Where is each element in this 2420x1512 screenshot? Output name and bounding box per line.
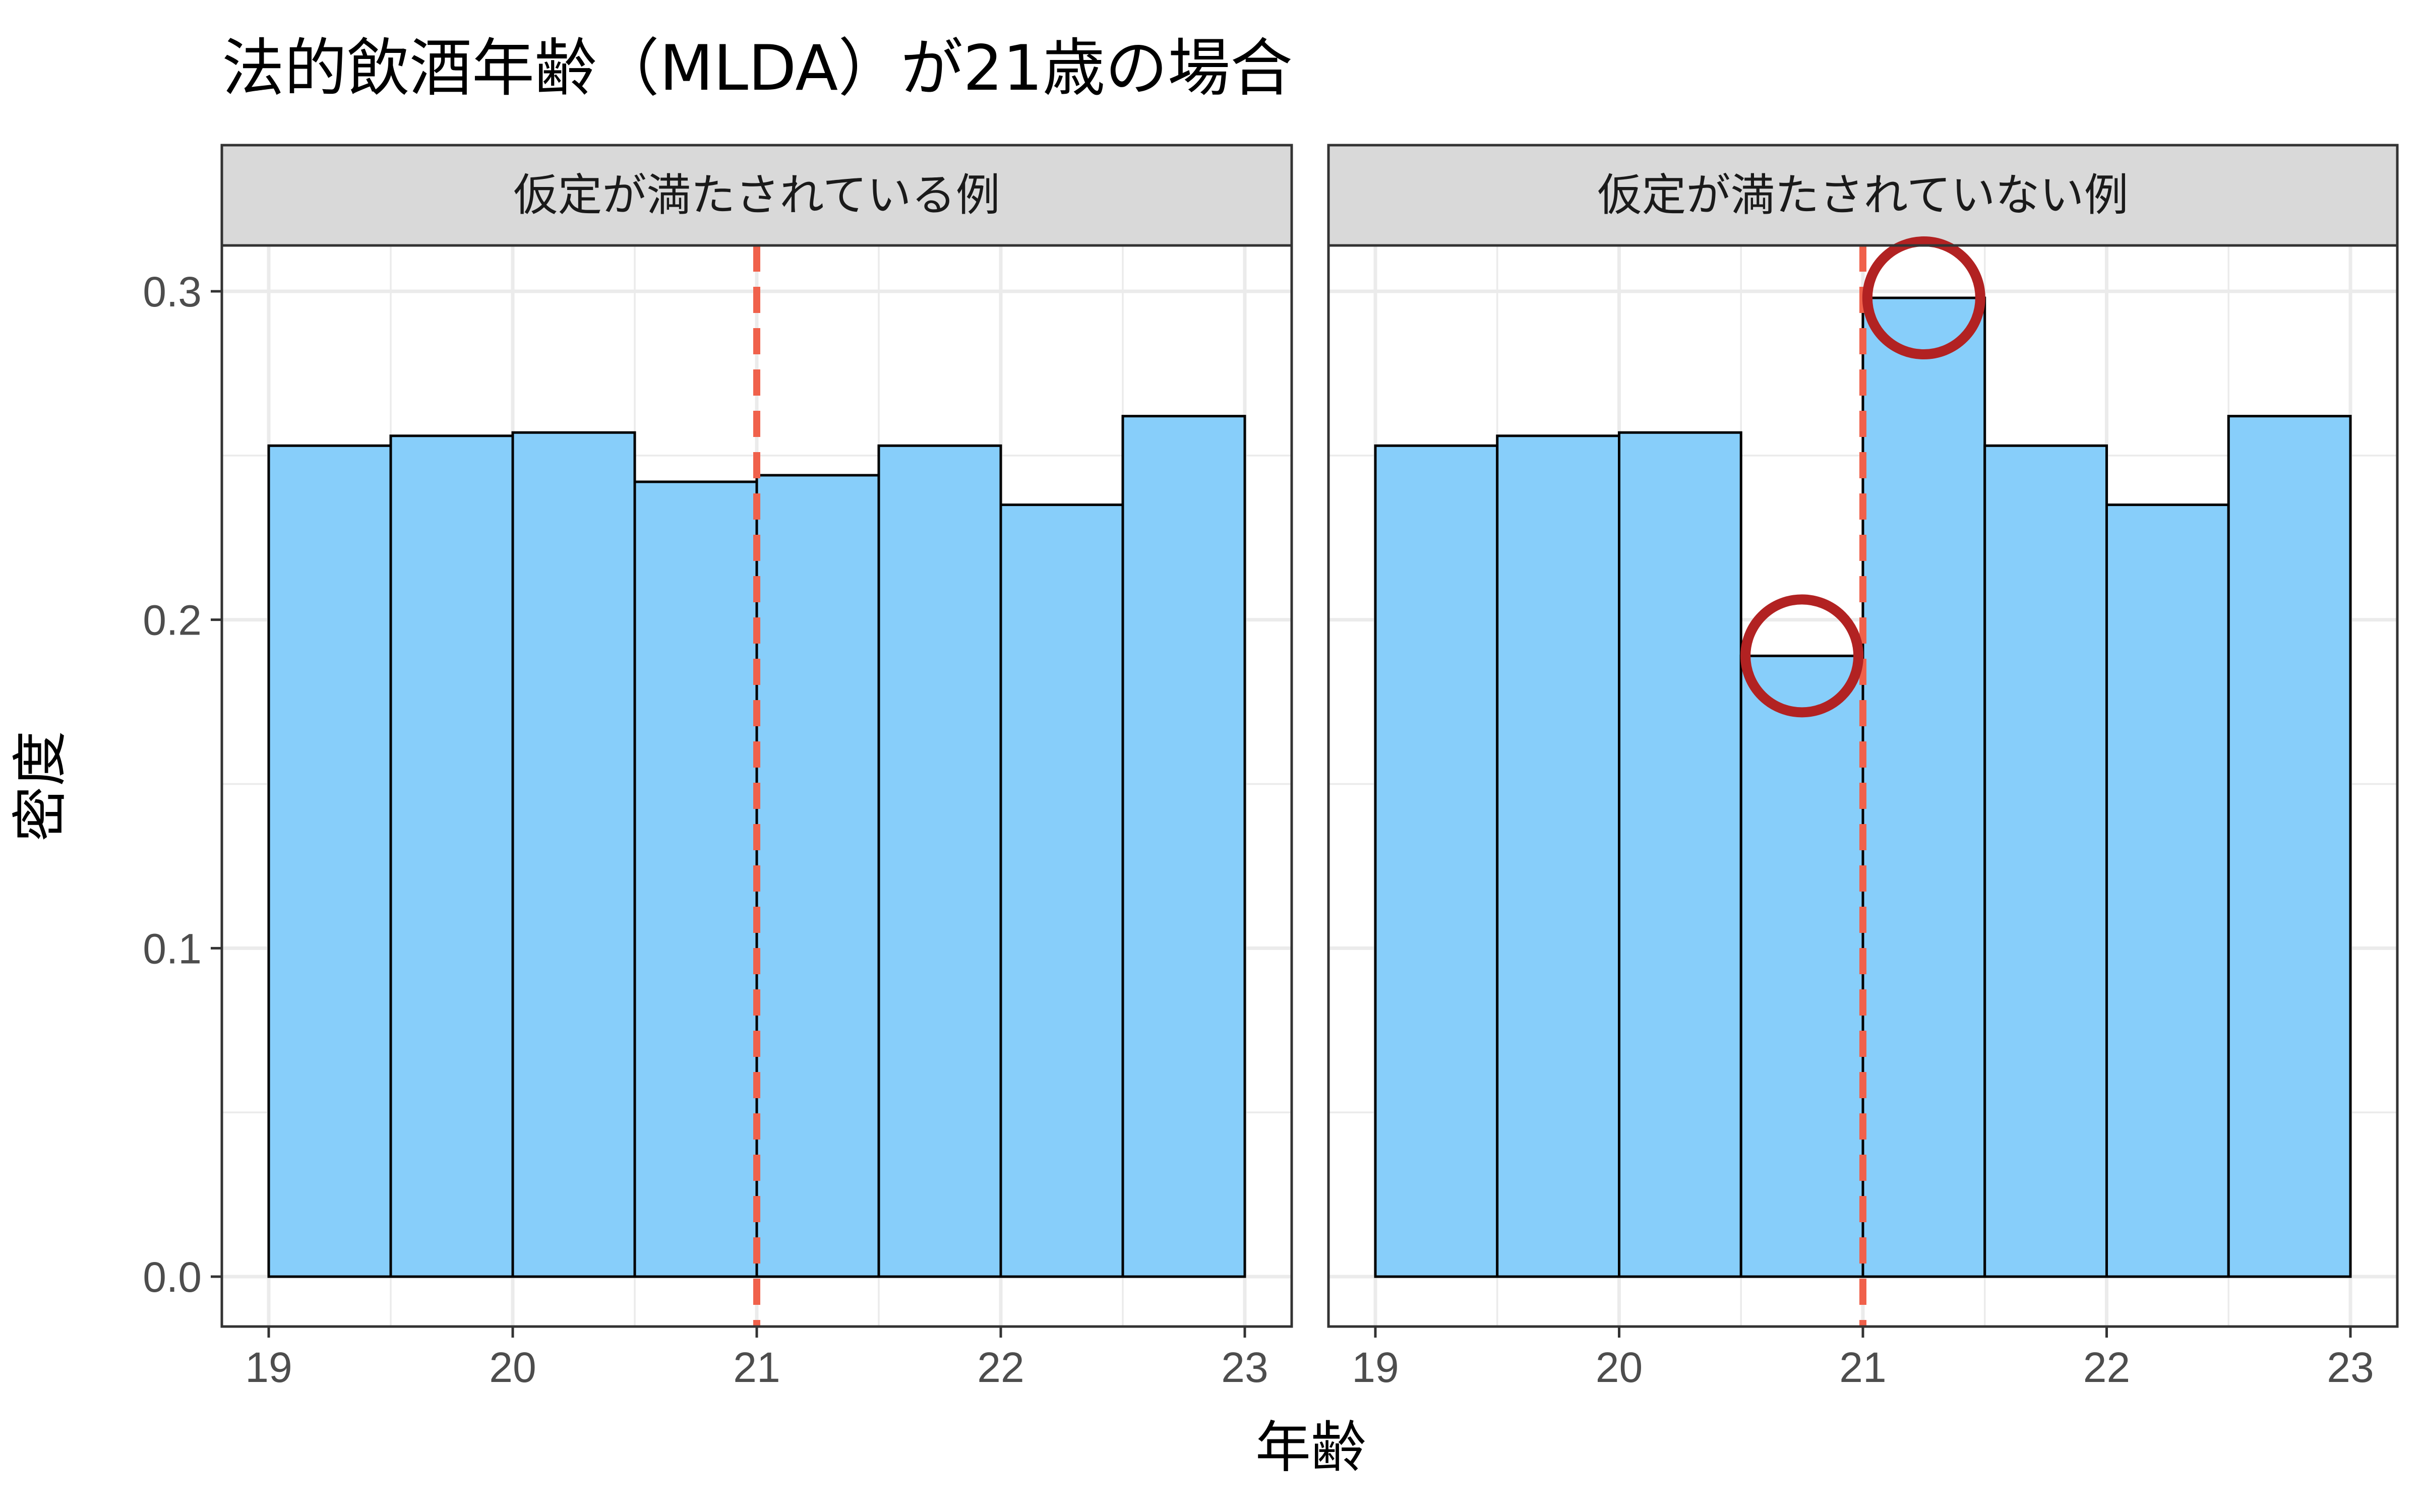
- x-axis-title: 年齢: [1255, 1415, 1366, 1480]
- histogram-bar: [877, 444, 1002, 1278]
- x-tick-label: 23: [1221, 1344, 1268, 1391]
- x-tick-label: 20: [1596, 1344, 1643, 1391]
- histogram-bar: [1983, 444, 2108, 1278]
- highlight-circle: [1740, 594, 1864, 718]
- histogram-bar: [267, 444, 392, 1278]
- highlight-circles: [1740, 236, 1985, 718]
- histogram-bar: [633, 480, 758, 1278]
- x-axis: 19 20 21 22 23: [1352, 1327, 2374, 1391]
- facet-strip-label: 仮定が満たされていない例: [1597, 169, 2128, 221]
- histogram-bar: [1496, 434, 1620, 1278]
- histogram-bar: [1618, 431, 1742, 1278]
- histogram-bars: [1374, 296, 2352, 1278]
- x-tick-label: 19: [1352, 1344, 1399, 1391]
- facet-strip: [1327, 144, 2399, 247]
- histogram-bar: [999, 503, 1124, 1278]
- facet-strip-label: 仮定が満たされている例: [513, 169, 1000, 221]
- x-tick-label: 19: [245, 1344, 292, 1391]
- y-axis: 0.0 0.1 0.2 0.3: [143, 268, 222, 1301]
- highlight-circle: [1862, 236, 1985, 360]
- histogram-bar: [511, 431, 636, 1278]
- histogram-bar: [389, 434, 514, 1278]
- y-tick-label: 0.2: [143, 597, 202, 644]
- facet-strip: [220, 144, 1293, 247]
- histogram-bars: [267, 415, 1246, 1278]
- x-tick-label: 22: [977, 1344, 1024, 1391]
- x-tick-label: 21: [1839, 1344, 1886, 1391]
- y-tick-label: 0.1: [143, 925, 202, 972]
- histogram-bar: [755, 474, 880, 1278]
- histogram-bar: [2105, 503, 2230, 1278]
- histogram-bar: [1374, 444, 1499, 1278]
- x-axis: 19 20 21 22 23: [245, 1327, 1268, 1391]
- histogram-bar: [1121, 415, 1246, 1278]
- x-tick-label: 21: [733, 1344, 780, 1391]
- facet-right: 仮定が満たされていない例 19 20 21 22 23: [1327, 144, 2399, 1391]
- histogram-bar: [2227, 415, 2352, 1278]
- x-tick-label: 20: [489, 1344, 536, 1391]
- chart-title: 法的飲酒年齢（MLDA）が21歳の場合: [222, 32, 1293, 105]
- y-axis-title: 密度: [8, 731, 73, 842]
- histogram-bar: [1739, 654, 1864, 1278]
- facet-left: 仮定が満たされている例 19 20 21 22 23: [220, 144, 1293, 1391]
- x-tick-label: 23: [2327, 1344, 2374, 1391]
- histogram-bar: [1861, 296, 1986, 1278]
- y-tick-label: 0.0: [143, 1253, 202, 1301]
- x-tick-label: 22: [2083, 1344, 2130, 1391]
- y-tick-label: 0.3: [143, 268, 202, 316]
